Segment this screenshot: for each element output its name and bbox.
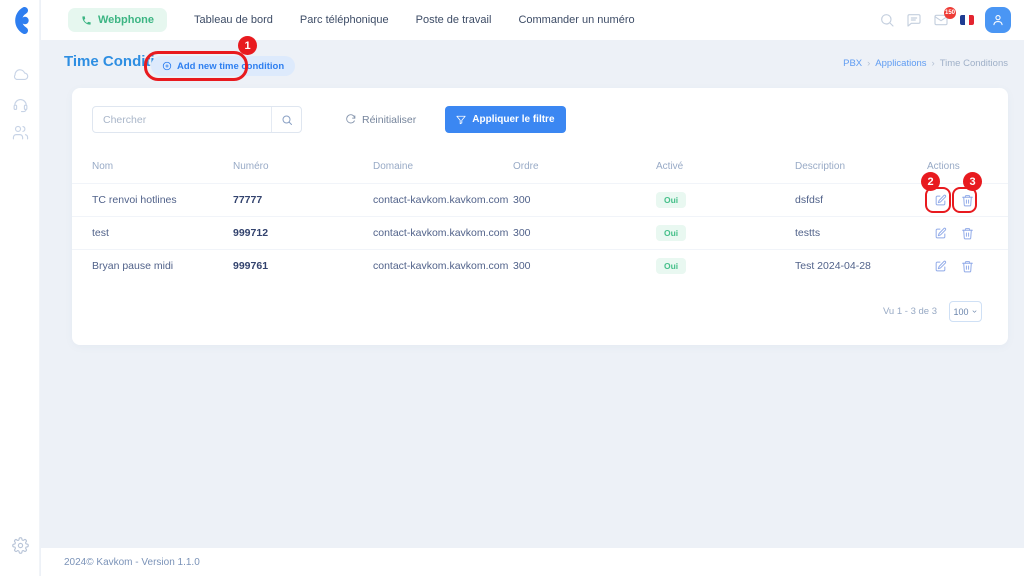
breadcrumb-pbx[interactable]: PBX — [843, 58, 863, 69]
active-badge: Oui — [656, 192, 687, 208]
header-domaine: Domaine — [373, 161, 414, 172]
cell-description: testts — [795, 227, 821, 239]
search-icon[interactable] — [879, 12, 895, 28]
search-input[interactable] — [93, 113, 271, 126]
webphone-button[interactable]: Webphone — [68, 8, 168, 32]
edit-icon[interactable] — [934, 260, 947, 273]
nav-item-phone-fleet[interactable]: Parc téléphonique — [299, 14, 389, 26]
cell-description: dsfdsf — [795, 194, 824, 206]
kavkom-logo-icon[interactable] — [8, 7, 32, 39]
time-conditions-table: Nom Numéro Domaine Ordre Activé Descript… — [72, 150, 1008, 282]
delete-icon[interactable] — [961, 194, 974, 207]
delete-icon[interactable] — [961, 227, 974, 240]
apply-filter-button[interactable]: Appliquer le filtre — [445, 106, 566, 133]
table-row: TC renvoi hotlines 77777 contact-kavkom.… — [72, 183, 1008, 216]
breadcrumb: PBX › Applications › Time Conditions — [843, 58, 1008, 69]
footer: 2024© Kavkom - Version 1.1.0 — [41, 548, 1024, 576]
reset-filter-button[interactable]: Réinitialiser — [345, 114, 416, 126]
users-icon[interactable] — [12, 124, 29, 141]
time-conditions-card: Réinitialiser Appliquer le filtre Nom Nu… — [72, 88, 1008, 345]
delete-icon[interactable] — [961, 260, 974, 273]
edit-icon[interactable] — [934, 227, 947, 240]
nav-item-dashboard[interactable]: Tableau de bord — [194, 14, 273, 26]
add-button-label: Add new time condition — [177, 60, 285, 72]
nav-links: Tableau de bord Parc téléphonique Poste … — [194, 14, 635, 26]
cell-domain: contact-kavkom.kavkom.com — [373, 194, 509, 206]
header-numero: Numéro — [233, 161, 269, 172]
cell-name: test — [92, 227, 109, 239]
webphone-label: Webphone — [98, 14, 155, 26]
apply-filter-label: Appliquer le filtre — [472, 114, 555, 125]
phone-icon — [82, 15, 91, 25]
header-actions: Actions — [927, 161, 960, 172]
header-description: Description — [795, 161, 846, 172]
plus-circle-icon — [162, 61, 172, 71]
funnel-icon — [456, 115, 466, 124]
mail-badge: 150 — [943, 7, 956, 19]
filter-bar: Réinitialiser Appliquer le filtre — [92, 106, 566, 133]
navbar-right: 150 — [879, 7, 1024, 33]
reset-label: Réinitialiser — [362, 113, 417, 126]
chevron-down-icon — [972, 310, 976, 313]
gear-icon[interactable] — [12, 537, 29, 554]
table-row: Bryan pause midi 999761 contact-kavkom.k… — [72, 249, 1008, 282]
cloud-phone-icon[interactable] — [12, 66, 29, 83]
mail-icon[interactable]: 150 — [933, 7, 956, 28]
pagination: Vu 1 - 3 de 3 100 — [883, 301, 982, 322]
cell-number: 999712 — [233, 227, 269, 239]
magnifier-icon — [282, 115, 292, 125]
user-avatar-button[interactable] — [985, 7, 1011, 33]
search-group — [92, 106, 302, 133]
footer-version-text: 2024© Kavkom - Version 1.1.0 — [64, 556, 200, 568]
cell-number: 77777 — [233, 194, 263, 206]
header-active: Activé — [656, 161, 684, 172]
chat-icon[interactable] — [906, 12, 922, 28]
refresh-icon — [346, 114, 356, 124]
cell-name: TC renvoi hotlines — [92, 194, 177, 206]
breadcrumb-separator: › — [867, 58, 871, 69]
nav-item-order-number[interactable]: Commander un numéro — [518, 14, 635, 26]
cell-order: 300 — [513, 194, 531, 206]
sidebar — [0, 0, 40, 576]
page-size-value: 100 — [953, 306, 969, 317]
add-time-condition-button[interactable]: Add new time condition — [151, 56, 296, 76]
cell-order: 300 — [513, 260, 531, 272]
person-icon — [993, 15, 1003, 26]
header-nom: Nom — [92, 161, 114, 172]
top-navbar: Webphone Tableau de bord Parc téléphoniq… — [41, 0, 1024, 40]
page-size-select[interactable]: 100 — [949, 301, 982, 322]
cell-name: Bryan pause midi — [92, 260, 174, 272]
cell-order: 300 — [513, 227, 531, 239]
nav-item-workstation[interactable]: Poste de travail — [415, 14, 492, 26]
pagination-summary: Vu 1 - 3 de 3 — [882, 306, 937, 317]
table-header-row: Nom Numéro Domaine Ordre Activé Descript… — [72, 150, 1008, 183]
active-badge: Oui — [656, 225, 687, 241]
cell-domain: contact-kavkom.kavkom.com — [373, 260, 509, 272]
search-submit-button[interactable] — [271, 107, 301, 132]
breadcrumb-current: Time Conditions — [939, 58, 1008, 69]
cell-number: 999761 — [233, 260, 269, 272]
headset-icon[interactable] — [12, 96, 29, 113]
active-badge: Oui — [656, 258, 687, 274]
breadcrumb-separator: › — [931, 58, 935, 69]
table-row: test 999712 contact-kavkom.kavkom.com 30… — [72, 216, 1008, 249]
french-flag-icon[interactable] — [960, 15, 974, 25]
cell-domain: contact-kavkom.kavkom.com — [373, 227, 509, 239]
cell-description: Test 2024-04-28 — [795, 260, 871, 272]
edit-icon[interactable] — [934, 194, 947, 207]
breadcrumb-applications[interactable]: Applications — [875, 58, 927, 69]
header-ordre: Ordre — [513, 161, 539, 172]
